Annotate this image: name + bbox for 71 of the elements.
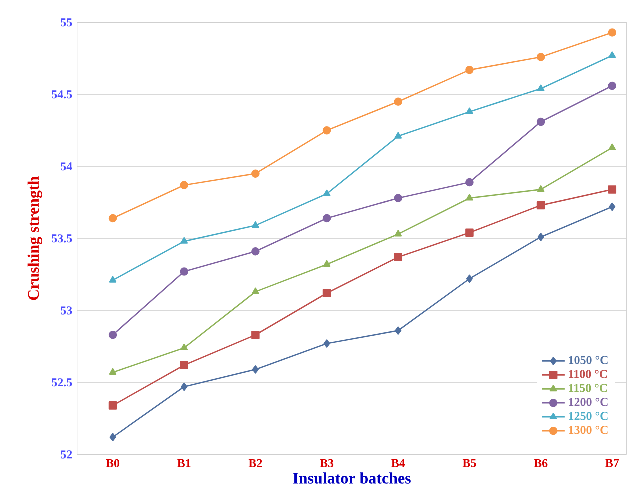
- point: [324, 340, 330, 348]
- point: [608, 82, 617, 90]
- x-tick-label: B5: [462, 459, 476, 468]
- point: [180, 268, 188, 276]
- point: [109, 368, 117, 375]
- legend-label: 1050 °C: [569, 356, 608, 364]
- point: [323, 260, 331, 267]
- point: [323, 190, 331, 196]
- point: [252, 288, 260, 294]
- point: [466, 178, 474, 187]
- point: [466, 108, 474, 114]
- point: [108, 402, 118, 410]
- point: [180, 361, 188, 370]
- point: [181, 382, 188, 392]
- legend-label: 1300 °C: [569, 426, 608, 434]
- x-tick-label: B6: [534, 459, 548, 468]
- point: [608, 28, 617, 37]
- point: [322, 289, 332, 298]
- point: [608, 52, 616, 58]
- point: [536, 53, 546, 62]
- point: [395, 326, 402, 335]
- y-axis-title: Crushing strength: [28, 176, 42, 300]
- point: [466, 274, 473, 284]
- y-tick-label: 52: [61, 450, 72, 459]
- x-tick-label: B1: [178, 459, 191, 468]
- point: [108, 214, 118, 223]
- point: [394, 230, 402, 237]
- x-tick-label: B4: [392, 459, 406, 468]
- point: [536, 201, 546, 210]
- point: [536, 118, 546, 126]
- x-tick-label: B3: [320, 459, 334, 468]
- point: [252, 247, 260, 256]
- point: [252, 222, 260, 228]
- y-tick-label: 52.5: [52, 378, 72, 387]
- point: [394, 253, 403, 262]
- point: [180, 344, 188, 350]
- x-tick-label: B7: [606, 459, 620, 468]
- point: [466, 194, 474, 201]
- point: [394, 194, 403, 202]
- point: [466, 228, 474, 238]
- y-tick-label: 54.5: [52, 90, 72, 99]
- point: [180, 237, 188, 244]
- point: [180, 181, 188, 190]
- legend-label: 1150 °C: [569, 384, 608, 392]
- point: [609, 202, 616, 212]
- point: [252, 331, 260, 340]
- point: [252, 366, 259, 374]
- point: [394, 132, 402, 139]
- legend-label: 1100 °C: [569, 370, 608, 378]
- x-tick-label: B2: [248, 459, 262, 468]
- legend-label: 1250 °C: [569, 412, 608, 420]
- y-tick-label: 55: [61, 18, 72, 27]
- point: [252, 170, 260, 178]
- point: [538, 233, 544, 242]
- point: [537, 84, 545, 92]
- point: [394, 98, 403, 106]
- point: [537, 186, 545, 192]
- y-tick-label: 53.5: [52, 234, 72, 243]
- legend-label: 1200 °C: [569, 398, 608, 406]
- point: [322, 214, 332, 223]
- point: [110, 433, 116, 442]
- x-tick-label: B0: [106, 459, 120, 468]
- point: [108, 331, 118, 340]
- point: [608, 186, 617, 194]
- x-axis-title: Insulator batches: [293, 472, 411, 484]
- point: [466, 66, 474, 74]
- point: [109, 276, 117, 283]
- point: [608, 144, 616, 150]
- y-tick-label: 53: [61, 306, 72, 315]
- y-tick-label: 54: [61, 162, 72, 171]
- point: [322, 126, 332, 135]
